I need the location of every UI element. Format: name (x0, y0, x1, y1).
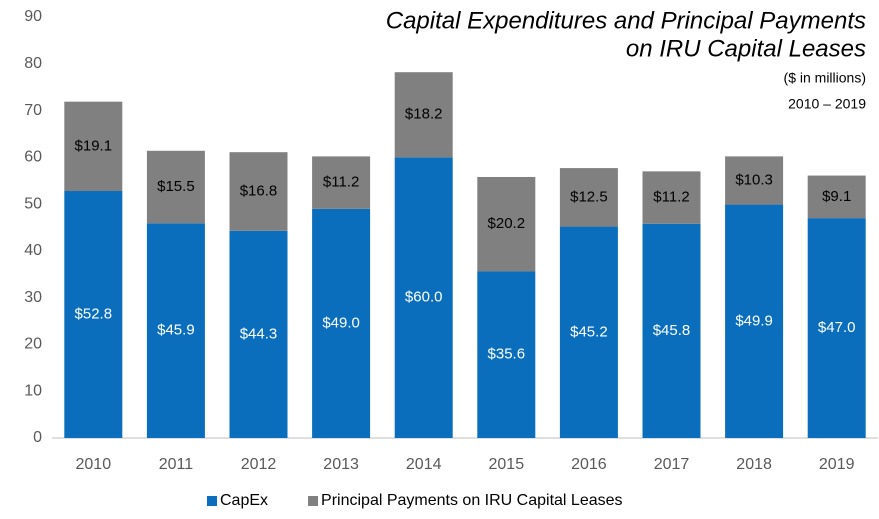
bar-segment (312, 156, 371, 209)
x-tick-label: 2015 (489, 456, 525, 473)
value-label: $20.2 (488, 215, 526, 232)
x-tick-label: 2014 (406, 456, 442, 473)
chart-title: on IRU Capital Leases (626, 35, 866, 62)
bar-segment (312, 208, 371, 438)
bar-segment (477, 271, 536, 438)
value-label: $49.0 (322, 314, 360, 331)
y-tick-label: 60 (24, 149, 42, 166)
bar-segment (559, 168, 618, 227)
bar-segment (807, 175, 866, 219)
y-tick-label: 30 (24, 289, 42, 306)
chart-subtitle: ($ in millions) (784, 70, 866, 86)
x-tick-label: 2017 (654, 456, 690, 473)
bar-segment (725, 156, 784, 205)
value-label: $45.9 (157, 322, 195, 339)
value-label: $9.1 (822, 188, 851, 205)
value-label: $45.2 (570, 323, 608, 340)
bar-segment (64, 101, 123, 192)
x-tick-label: 2016 (571, 456, 607, 473)
bar-segment (394, 72, 453, 158)
x-tick-label: 2013 (323, 456, 359, 473)
legend-swatch (308, 496, 319, 506)
y-tick-label: 40 (24, 242, 42, 259)
value-label: $10.3 (735, 171, 773, 188)
chart-title: Capital Expenditures and Principal Payme… (386, 7, 866, 34)
bar-segment (64, 191, 123, 438)
bar-segment (807, 218, 866, 438)
y-tick-label: 80 (24, 55, 42, 72)
bar-segment (559, 226, 618, 438)
y-tick-label: 90 (24, 8, 42, 25)
value-label: $16.8 (240, 182, 278, 199)
y-tick-label: 0 (33, 429, 42, 446)
value-label: $12.5 (570, 188, 608, 205)
chart-subtitle: 2010 – 2019 (788, 96, 866, 112)
x-tick-label: 2011 (159, 456, 194, 473)
bar-segment (146, 150, 205, 224)
x-tick-label: 2018 (736, 456, 772, 473)
value-label: $35.6 (488, 346, 526, 363)
value-label: $11.2 (653, 189, 689, 206)
legend-label: Principal Payments on IRU Capital Leases (321, 492, 622, 509)
x-tick-label: 2019 (819, 456, 855, 473)
value-label: $18.2 (405, 106, 443, 123)
bar-segment (642, 223, 701, 438)
x-tick-label: 2010 (76, 456, 112, 473)
bar-segment (725, 204, 784, 438)
y-tick-label: 10 (24, 382, 42, 399)
value-label: $44.3 (240, 325, 278, 342)
bar-segment (146, 223, 205, 438)
value-label: $19.1 (75, 137, 113, 154)
y-tick-label: 20 (24, 336, 42, 353)
bar-segment (642, 171, 701, 224)
bar-segment (394, 157, 453, 439)
legend-label: CapEx (220, 492, 268, 509)
value-label: $60.0 (405, 289, 443, 306)
value-label: $52.8 (75, 305, 113, 322)
x-tick-label: 2012 (241, 456, 277, 473)
bar-segment (229, 230, 288, 438)
legend-swatch (207, 496, 217, 506)
y-tick-label: 50 (24, 195, 42, 212)
bar-segment (477, 176, 536, 272)
value-label: $11.2 (323, 174, 359, 191)
value-label: $15.5 (157, 178, 195, 195)
value-label: $49.9 (735, 312, 773, 329)
value-label: $45.8 (653, 322, 691, 339)
value-label: $47.0 (818, 319, 856, 336)
bar-segment (229, 152, 288, 231)
y-tick-label: 70 (24, 102, 42, 119)
